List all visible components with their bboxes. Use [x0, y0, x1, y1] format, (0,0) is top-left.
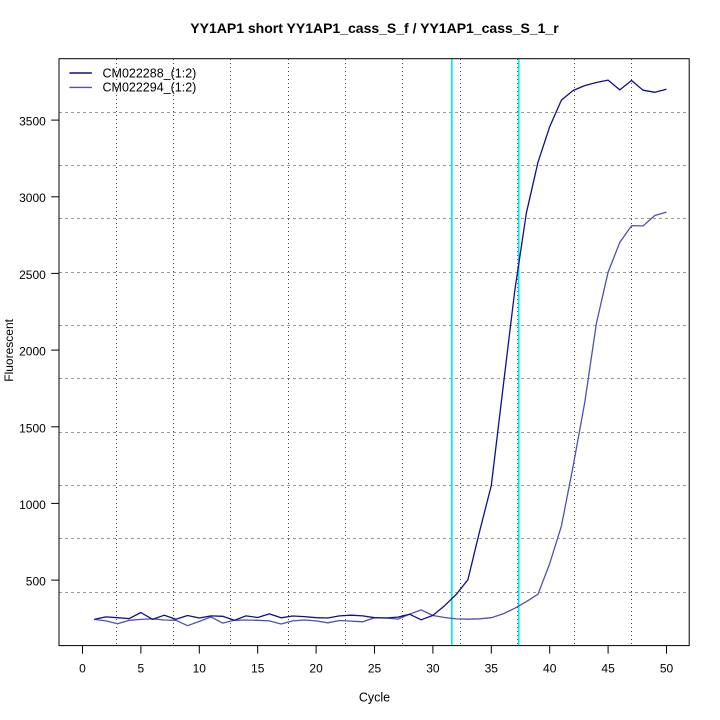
- svg-text:50: 50: [660, 662, 674, 676]
- svg-text:45: 45: [601, 662, 615, 676]
- svg-text:1000: 1000: [19, 498, 46, 512]
- svg-text:CM022288_(1:2): CM022288_(1:2): [103, 66, 197, 80]
- svg-text:3000: 3000: [19, 191, 46, 205]
- svg-text:3500: 3500: [19, 115, 46, 129]
- svg-text:15: 15: [251, 662, 265, 676]
- svg-text:20: 20: [309, 662, 323, 676]
- svg-text:Fluorescent: Fluorescent: [2, 318, 16, 381]
- svg-text:Cycle: Cycle: [359, 691, 390, 705]
- svg-text:CM022294_(1:2): CM022294_(1:2): [103, 81, 197, 95]
- svg-text:25: 25: [368, 662, 382, 676]
- svg-text:1500: 1500: [19, 421, 46, 435]
- svg-text:YY1AP1 short YY1AP1_cass_S_f /: YY1AP1 short YY1AP1_cass_S_f / YY1AP1_ca…: [190, 20, 559, 36]
- svg-text:500: 500: [26, 575, 46, 589]
- svg-text:2500: 2500: [19, 268, 46, 282]
- svg-text:2000: 2000: [19, 345, 46, 359]
- svg-text:30: 30: [426, 662, 440, 676]
- svg-text:35: 35: [485, 662, 499, 676]
- svg-text:10: 10: [193, 662, 207, 676]
- svg-text:0: 0: [79, 662, 86, 676]
- svg-text:40: 40: [543, 662, 557, 676]
- svg-text:5: 5: [138, 662, 145, 676]
